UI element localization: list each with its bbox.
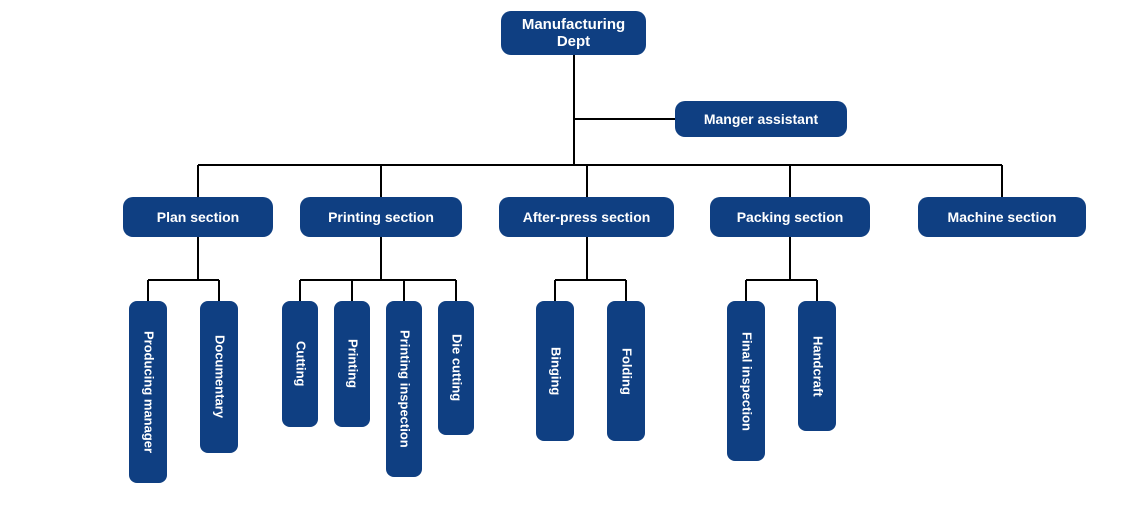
node-assistant: Manger assistant: [675, 101, 847, 137]
section-label: After-press section: [523, 209, 651, 225]
node-leaf-printing-3: Die cutting: [438, 301, 474, 435]
connector-horizontal: [746, 279, 817, 281]
connector-vertical: [351, 280, 353, 301]
connector-vertical: [380, 237, 382, 280]
connector-horizontal: [148, 279, 219, 281]
leaf-label: Producing manager: [141, 331, 156, 453]
node-root: ManufacturingDept: [501, 11, 646, 55]
node-leaf-packing-0: Final inspection: [727, 301, 765, 461]
node-leaf-printing-0: Cutting: [282, 301, 318, 427]
leaf-label: Binging: [548, 347, 563, 395]
connector-horizontal: [300, 279, 456, 281]
connector-vertical: [1001, 165, 1003, 197]
node-section-machine: Machine section: [918, 197, 1086, 237]
connector-vertical: [554, 280, 556, 301]
node-leaf-plan-1: Documentary: [200, 301, 238, 453]
connector-vertical: [573, 55, 575, 119]
root-label-line2: Dept: [557, 33, 590, 50]
leaf-label: Printing inspection: [397, 330, 412, 448]
connector-vertical: [380, 165, 382, 197]
node-section-plan: Plan section: [123, 197, 273, 237]
node-leaf-printing-2: Printing inspection: [386, 301, 422, 477]
node-leaf-packing-1: Handcraft: [798, 301, 836, 431]
leaf-label: Cutting: [293, 341, 308, 386]
node-leaf-afterpress-0: Binging: [536, 301, 574, 441]
org-chart-canvas: ManufacturingDept Manger assistant Plan se…: [0, 0, 1145, 507]
connector-vertical: [147, 280, 149, 301]
connector-vertical: [789, 237, 791, 280]
leaf-label: Folding: [619, 348, 634, 395]
node-section-printing: Printing section: [300, 197, 462, 237]
connector-vertical: [625, 280, 627, 301]
connector-vertical: [586, 237, 588, 280]
section-label: Plan section: [157, 209, 239, 225]
connector-vertical: [197, 165, 199, 197]
node-section-packing: Packing section: [710, 197, 870, 237]
node-leaf-plan-0: Producing manager: [129, 301, 167, 483]
connector-vertical: [573, 119, 575, 165]
connector-vertical: [299, 280, 301, 301]
leaf-label: Handcraft: [810, 336, 825, 397]
leaf-label: Die cutting: [449, 334, 464, 401]
node-leaf-afterpress-1: Folding: [607, 301, 645, 441]
section-label: Machine section: [948, 209, 1057, 225]
connector-vertical: [586, 165, 588, 197]
connector-horizontal: [555, 279, 626, 281]
connector-vertical: [218, 280, 220, 301]
connector-horizontal: [198, 164, 1002, 166]
connector-horizontal: [574, 118, 676, 120]
section-label: Printing section: [328, 209, 434, 225]
leaf-label: Final inspection: [739, 332, 754, 431]
connector-vertical: [403, 280, 405, 301]
node-section-afterpress: After-press section: [499, 197, 674, 237]
connector-vertical: [789, 165, 791, 197]
connector-vertical: [197, 237, 199, 280]
section-label: Packing section: [737, 209, 844, 225]
root-label-line1: Manufacturing: [522, 16, 625, 33]
assistant-label: Manger assistant: [704, 111, 818, 127]
connector-vertical: [455, 280, 457, 301]
leaf-label: Documentary: [212, 335, 227, 418]
connector-vertical: [745, 280, 747, 301]
leaf-label: Printing: [345, 339, 360, 388]
node-leaf-printing-1: Printing: [334, 301, 370, 427]
connector-vertical: [816, 280, 818, 301]
